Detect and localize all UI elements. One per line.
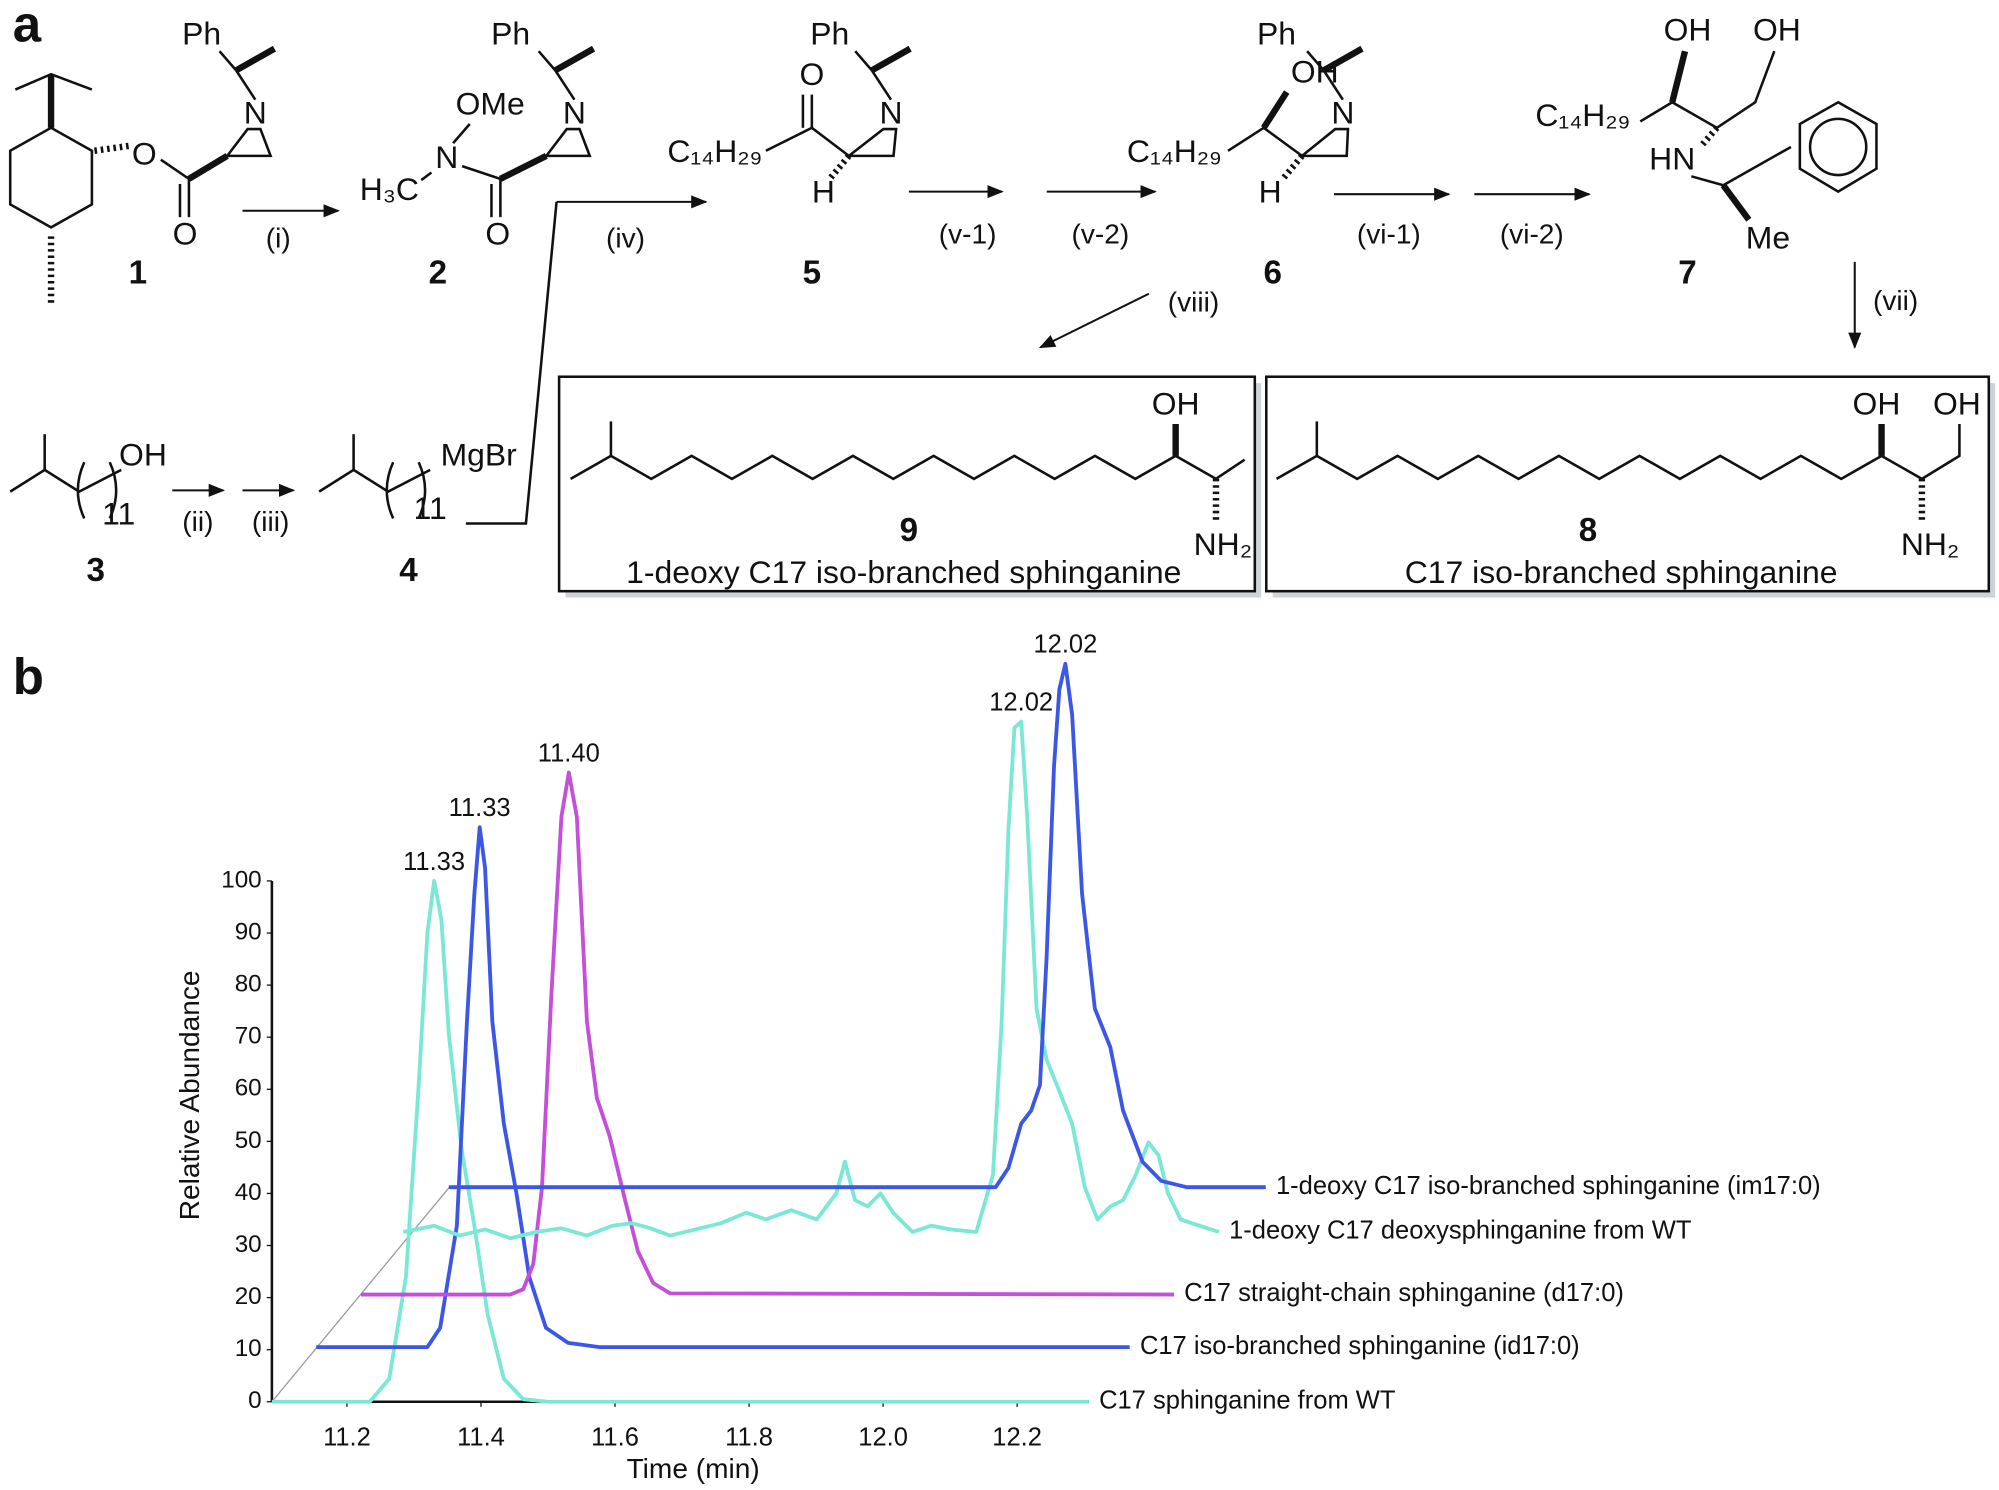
- panel-label: a: [13, 0, 42, 53]
- reaction-step: (viii): [1168, 286, 1219, 317]
- atom-label: OH: [119, 437, 167, 473]
- atom-label: MgBr: [441, 437, 518, 473]
- trace: [271, 879, 1089, 1404]
- compound-number: 6: [1263, 254, 1281, 291]
- x-tick-label: 11.2: [323, 1424, 371, 1452]
- compound-number: 9: [900, 512, 918, 549]
- y-tick-label: 20: [235, 1283, 262, 1310]
- atom-label: N: [1331, 94, 1354, 130]
- x-tick-label: 12.2: [992, 1424, 1042, 1452]
- reaction-step: (iii): [252, 506, 289, 537]
- atom-label: O: [132, 135, 157, 171]
- compound-name: 1-deoxy C17 iso-branched sphinganine: [626, 554, 1181, 590]
- atom-label: OMe: [456, 86, 525, 122]
- atom-label: 11: [414, 490, 447, 526]
- y-axis-title: Relative Abundance: [174, 971, 205, 1221]
- compound-number: 1: [129, 254, 147, 291]
- atom-label: OH: [1933, 386, 1981, 422]
- y-tick-label: 0: [248, 1387, 261, 1414]
- compound-number: 7: [1678, 254, 1696, 291]
- atom-label: H₃C: [360, 171, 419, 207]
- peak-label: 11.33: [403, 848, 465, 876]
- atom-label: Ph: [1257, 15, 1296, 51]
- atom-label: O: [799, 56, 824, 92]
- panel-label: b: [13, 648, 44, 705]
- atom-label: O: [173, 216, 198, 252]
- atom-label: OH: [1152, 386, 1200, 422]
- atom-label: OH: [1291, 54, 1339, 90]
- reaction-step: (vii): [1873, 285, 1918, 316]
- series-label: C17 iso-branched sphinganine (id17:0): [1140, 1332, 1580, 1360]
- atom-label: N: [563, 94, 586, 130]
- trace: [360, 770, 1175, 1297]
- peak-label: 12.02: [1033, 631, 1097, 659]
- atom-label: 11: [102, 495, 135, 531]
- atom-label: N: [244, 94, 267, 130]
- reaction-step: (ii): [182, 506, 213, 537]
- atom-label: Ph: [182, 15, 221, 51]
- atom-label: N: [879, 94, 902, 130]
- scheme-bonds: [8, 45, 1996, 1404]
- compound-number: 4: [399, 552, 418, 589]
- trace: [316, 825, 1130, 1350]
- y-tick-label: 10: [235, 1335, 262, 1362]
- atom-label: Me: [1746, 220, 1790, 256]
- atom-label: H: [812, 174, 835, 210]
- y-tick-label: 50: [235, 1127, 262, 1154]
- atom-label: OH: [1664, 11, 1712, 47]
- reaction-step: (v-2): [1071, 219, 1129, 250]
- x-axis-title: Time (min): [627, 1453, 760, 1484]
- compound-number: 5: [803, 254, 821, 291]
- peak-label: 11.40: [538, 739, 600, 767]
- y-tick-label: 80: [235, 971, 262, 998]
- atom-label: OH: [1853, 386, 1901, 422]
- reaction-step: (i): [266, 223, 291, 254]
- compound-number: 3: [87, 552, 105, 589]
- y-tick-label: 30: [235, 1231, 262, 1258]
- compound-number: 8: [1579, 512, 1597, 549]
- atom-label: NH₂: [1194, 526, 1252, 562]
- reaction-step: (iv): [606, 223, 645, 254]
- x-tick-label: 11.8: [725, 1424, 773, 1452]
- reaction-step: (vi-2): [1500, 219, 1564, 250]
- y-tick-label: 40: [235, 1179, 262, 1206]
- atom-label: H: [1259, 174, 1282, 210]
- atom-label: HN: [1649, 140, 1695, 176]
- atom-label: C₁₄H₂₉: [1535, 97, 1630, 133]
- y-tick-label: 90: [235, 918, 262, 945]
- atom-label: NH₂: [1901, 526, 1959, 562]
- x-tick-label: 11.4: [457, 1424, 505, 1452]
- atom-label: Ph: [491, 15, 530, 51]
- reaction-step: (vi-1): [1357, 219, 1421, 250]
- trace: [402, 719, 1220, 1241]
- atom-label: Ph: [810, 15, 849, 51]
- peak-label: 11.33: [449, 794, 511, 822]
- atom-label: C₁₄H₂₉: [1127, 133, 1222, 169]
- compound-name: C17 iso-branched sphinganine: [1405, 554, 1838, 590]
- y-tick-label: 70: [235, 1023, 262, 1050]
- series-label: C17 sphinganine from WT: [1099, 1387, 1395, 1415]
- x-tick-label: 12.0: [858, 1424, 908, 1452]
- y-tick-label: 60: [235, 1075, 262, 1102]
- atom-label: N: [435, 139, 458, 175]
- series-label: C17 straight-chain sphinganine (d17:0): [1184, 1279, 1624, 1307]
- x-tick-label: 11.6: [591, 1424, 639, 1452]
- atom-label: O: [485, 216, 510, 252]
- series-label: 1-deoxy C17 deoxysphinganine from WT: [1229, 1217, 1691, 1245]
- trace: [448, 661, 1266, 1190]
- reaction-step: (v-1): [939, 219, 997, 250]
- compound-number: 2: [429, 254, 447, 291]
- atom-label: C₁₄H₂₉: [667, 133, 762, 169]
- atom-label: OH: [1753, 11, 1801, 47]
- y-tick-label: 100: [221, 866, 261, 893]
- series-label: 1-deoxy C17 iso-branched sphinganine (im…: [1276, 1172, 1821, 1200]
- chromatogram: 0 10 20 30 40 50 60 70 80 90 100 11.2 11.4 11.6 11.8 12…: [174, 631, 1821, 1484]
- peak-label: 12.02: [989, 688, 1053, 716]
